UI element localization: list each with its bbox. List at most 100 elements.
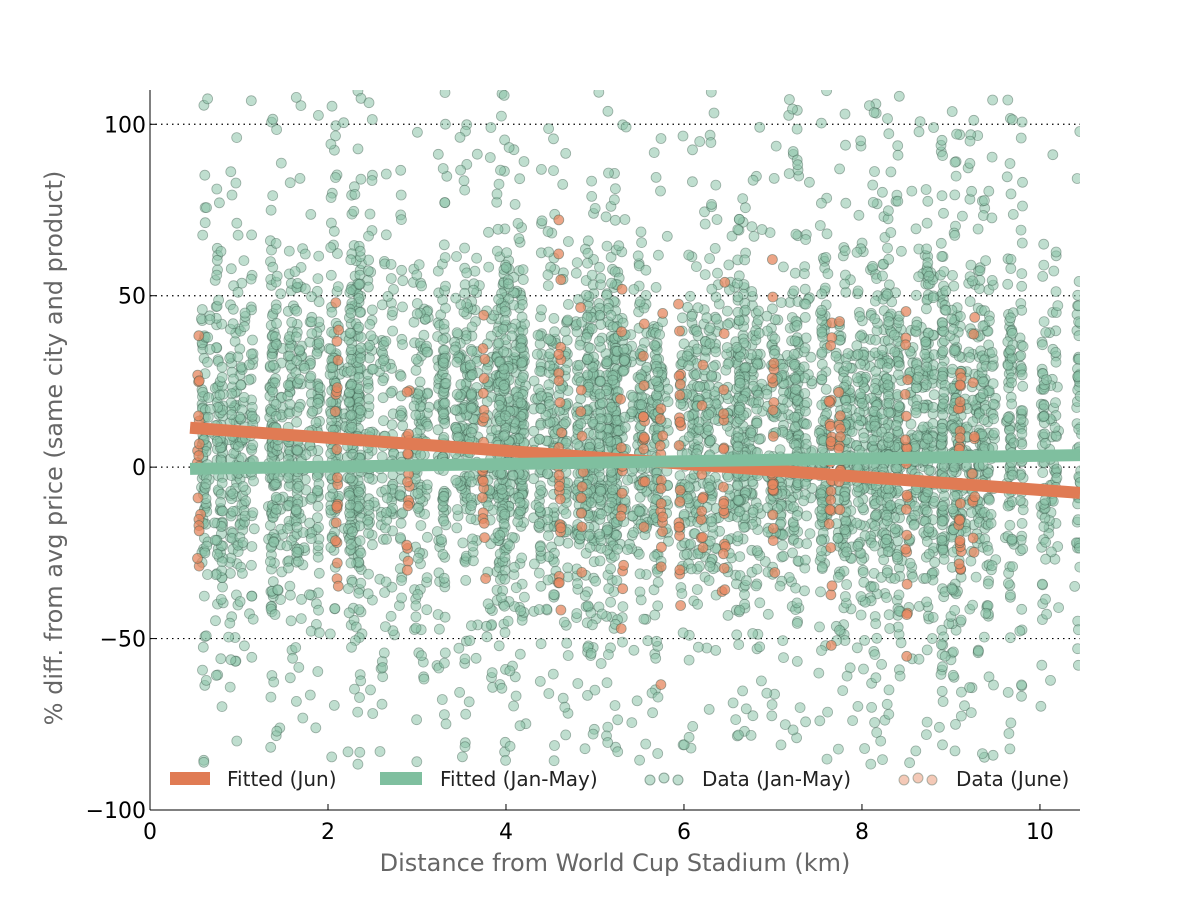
data-point-jan-may bbox=[452, 523, 462, 533]
data-point-jan-may bbox=[870, 650, 880, 660]
data-point-jan-may bbox=[212, 436, 222, 446]
data-point-jan-may bbox=[398, 302, 408, 312]
data-point-jan-may bbox=[232, 736, 242, 746]
data-point-jan-may bbox=[868, 261, 878, 271]
data-point-jan-may bbox=[1017, 518, 1027, 528]
data-point-jan-may bbox=[883, 432, 893, 442]
data-point-jan-may bbox=[216, 246, 226, 256]
data-point-jan-may bbox=[285, 581, 295, 591]
data-point-jan-may bbox=[606, 597, 616, 607]
data-point-jan-may bbox=[1017, 281, 1027, 291]
data-point-jan-may bbox=[983, 579, 993, 589]
data-point-jan-may bbox=[789, 286, 799, 296]
data-point-jan-may bbox=[732, 630, 742, 640]
data-point-jan-may bbox=[354, 588, 364, 598]
data-point-jan-may bbox=[307, 329, 317, 339]
data-point-jan-may bbox=[1006, 189, 1016, 199]
data-point-jan-may bbox=[883, 547, 893, 557]
data-point-jan-may bbox=[918, 422, 928, 432]
data-point-jan-may bbox=[533, 330, 543, 340]
data-point-jan-may bbox=[241, 496, 251, 506]
data-point-jan-may bbox=[639, 614, 649, 624]
data-point-jan-may bbox=[870, 167, 880, 177]
data-point-jan-may bbox=[248, 335, 258, 345]
data-point-jan-may bbox=[466, 621, 476, 631]
data-point-jan-may bbox=[226, 655, 236, 665]
data-point-jan-may bbox=[233, 352, 243, 362]
data-point-jan-may bbox=[853, 541, 863, 551]
data-point-jan-may bbox=[823, 269, 833, 279]
data-point-jan-may bbox=[461, 709, 471, 719]
data-point-jan-may bbox=[604, 168, 614, 178]
data-point-jan-may bbox=[246, 560, 256, 570]
data-point-jan-may bbox=[784, 95, 794, 105]
data-point-jan-may bbox=[594, 87, 604, 97]
data-point-jan-may bbox=[1051, 287, 1061, 297]
data-point-jan-may bbox=[269, 677, 279, 687]
data-point-jan-may bbox=[606, 437, 616, 447]
data-point-jan-may bbox=[795, 703, 805, 713]
data-point-jan-may bbox=[866, 759, 876, 769]
data-point-jan-may bbox=[769, 173, 779, 183]
data-point-jan-may bbox=[537, 305, 547, 315]
data-point-jan-may bbox=[694, 417, 704, 427]
data-point-jan-may bbox=[554, 536, 564, 546]
data-point-jan-may bbox=[822, 754, 832, 764]
data-point-jan-may bbox=[876, 736, 886, 746]
data-point-jan-may bbox=[1003, 687, 1013, 697]
data-point-jan-may bbox=[587, 191, 597, 201]
data-point-jan-may bbox=[686, 564, 696, 574]
data-point-jan-may bbox=[692, 326, 702, 336]
data-point-jan-may bbox=[549, 134, 559, 144]
data-point-jan-may bbox=[1017, 238, 1027, 248]
data-point-jan-may bbox=[653, 250, 663, 260]
data-point-jan-may bbox=[576, 419, 586, 429]
data-point-jan-may bbox=[840, 246, 850, 256]
data-point-jan-may bbox=[713, 268, 723, 278]
data-point-jan-may bbox=[460, 742, 470, 752]
data-point-jan-may bbox=[396, 190, 406, 200]
data-point-jan-may bbox=[216, 497, 226, 507]
data-point-jan-may bbox=[571, 268, 581, 278]
data-point-jan-may bbox=[518, 265, 528, 275]
data-point-jan-may bbox=[610, 701, 620, 711]
data-point-jan-may bbox=[756, 676, 766, 686]
data-point-jan-may bbox=[914, 654, 924, 664]
data-point-jan-may bbox=[327, 752, 337, 762]
data-point-jan-may bbox=[1070, 581, 1080, 591]
data-point-jan-may bbox=[298, 713, 308, 723]
data-point-jan-may bbox=[1016, 414, 1026, 424]
data-point-jan-may bbox=[396, 165, 406, 175]
data-point-jan-may bbox=[536, 391, 546, 401]
data-point-jan-may bbox=[883, 289, 893, 299]
data-point-jan-may bbox=[595, 529, 605, 539]
data-point-jan-may bbox=[561, 730, 571, 740]
data-point-jan-may bbox=[422, 605, 432, 615]
data-point-jan-may bbox=[217, 478, 227, 488]
data-point-jan-may bbox=[842, 403, 852, 413]
data-point-jan-may bbox=[201, 479, 211, 489]
data-point-jan-may bbox=[291, 92, 301, 102]
data-point-jan-may bbox=[1017, 117, 1027, 127]
data-point-jan-may bbox=[987, 152, 997, 162]
data-point-jan-may bbox=[855, 312, 865, 322]
data-point-jan-may bbox=[228, 319, 238, 329]
data-point-jan-may bbox=[350, 189, 360, 199]
data-point-jan-may bbox=[835, 625, 845, 635]
data-point-jan-may bbox=[1003, 95, 1013, 105]
data-point-jan-may bbox=[841, 140, 851, 150]
data-point-jan-may bbox=[981, 256, 991, 266]
data-point-jan-may bbox=[607, 498, 617, 508]
data-point-jan-may bbox=[882, 593, 892, 603]
data-point-jan-may bbox=[927, 634, 937, 644]
data-point-jan-may bbox=[606, 564, 616, 574]
data-point-jan-may bbox=[596, 486, 606, 496]
data-point-jan-may bbox=[356, 676, 366, 686]
data-point-jan-may bbox=[380, 622, 390, 632]
data-point-jan-may bbox=[588, 729, 598, 739]
data-point-jan-may bbox=[853, 497, 863, 507]
data-point-jan-may bbox=[965, 136, 975, 146]
data-point-jan-may bbox=[586, 648, 596, 658]
data-point-jan-may bbox=[364, 353, 374, 363]
data-point-jan-may bbox=[339, 118, 349, 128]
